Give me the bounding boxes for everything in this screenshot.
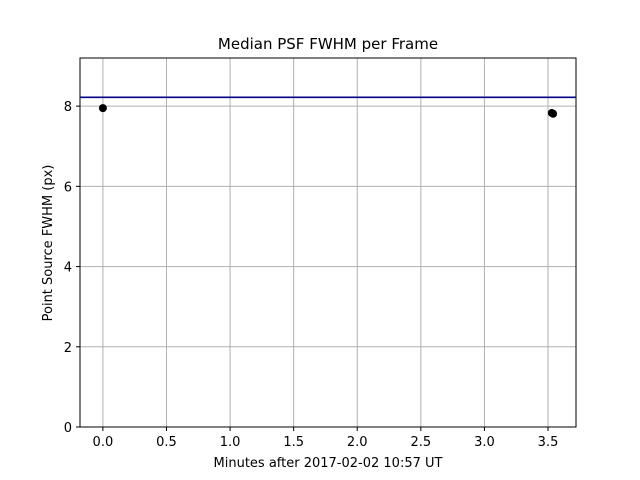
y-tick-label: 8 bbox=[64, 100, 72, 115]
y-tick-label: 6 bbox=[64, 180, 72, 195]
y-tick-label: 0 bbox=[64, 421, 72, 436]
x-tick-label: 2.5 bbox=[410, 435, 431, 450]
y-tick-label: 4 bbox=[64, 261, 72, 276]
y-tick-label: 2 bbox=[64, 341, 72, 356]
x-tick-label: 1.0 bbox=[220, 435, 241, 450]
x-tick-label: 3.5 bbox=[538, 435, 559, 450]
x-tick-label: 1.5 bbox=[283, 435, 304, 450]
plot-frame bbox=[79, 57, 577, 428]
data-point bbox=[98, 104, 107, 113]
ticks: 0.0 0.5 1.0 1.5 2.0 2.5 3.0 3.5 0 2 4 6 8 bbox=[64, 100, 559, 450]
x-tick-label: 0.5 bbox=[156, 435, 177, 450]
grid bbox=[80, 58, 576, 428]
y-axis-label: Point Source FWHM (px) bbox=[41, 165, 56, 322]
x-tick-label: 0.0 bbox=[93, 435, 114, 450]
x-tick-label: 3.0 bbox=[474, 435, 495, 450]
x-axis-label: Minutes after 2017-02-02 10:57 UT bbox=[214, 456, 443, 471]
points-layer bbox=[98, 104, 558, 118]
data-point bbox=[549, 109, 558, 118]
chart-title: Median PSF FWHM per Frame bbox=[218, 35, 438, 53]
x-tick-label: 2.0 bbox=[347, 435, 368, 450]
